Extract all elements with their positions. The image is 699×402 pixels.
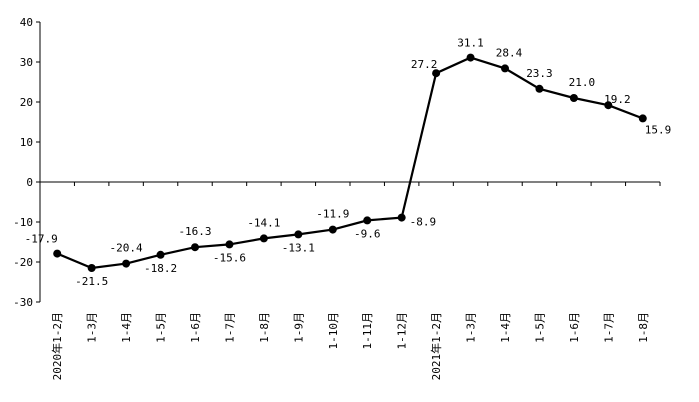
data-point	[569, 94, 578, 102]
data-label: -21.5	[75, 275, 108, 288]
x-tick-label: 1-8月	[258, 312, 271, 343]
x-tick-label: 1-3月	[86, 312, 99, 343]
data-point	[466, 53, 475, 62]
x-tick-label: 1-9月	[292, 312, 305, 343]
y-tick-label: 40	[20, 16, 33, 29]
data-label: 31.1	[457, 37, 484, 50]
x-tick-label: 1-10月	[327, 312, 340, 350]
x-tick-label: 1-7月	[223, 312, 236, 343]
y-tick-label: -30	[13, 296, 33, 309]
x-tick-label: 1-5月	[533, 312, 546, 343]
data-label: 19.2	[604, 93, 631, 106]
data-label: 15.9	[645, 123, 672, 136]
series-group	[53, 53, 647, 272]
data-point	[432, 69, 441, 78]
data-label: 28.4	[496, 46, 523, 59]
data-label: -13.1	[282, 241, 315, 254]
y-tick-label: 0	[26, 176, 33, 189]
data-point	[397, 213, 406, 222]
data-point	[604, 101, 613, 110]
data-point	[328, 225, 337, 234]
data-point	[501, 64, 509, 73]
x-tick-label: 1-12月	[396, 312, 409, 350]
data-point	[638, 114, 647, 123]
data-labels-group: -17.9 -21.5 -20.4-18.2 -16.3-15.6 -14.1-13.1…	[25, 37, 672, 288]
x-tick-label: 2020年1-2月	[50, 312, 64, 380]
data-label: -9.6	[354, 227, 381, 240]
data-point	[156, 250, 165, 259]
x-tick-label: 1-7月	[602, 312, 615, 343]
data-point	[294, 230, 303, 239]
data-label: -15.6	[213, 251, 246, 264]
x-axis: 2020年1-2月 1-3月 1-4月 1-5月 1-6月 1-7月 1-8月 1-9月 1-1…	[39, 181, 661, 380]
x-tick-label: 2021年1-2月	[429, 312, 443, 380]
data-label: -11.9	[316, 208, 349, 221]
data-label: -17.9	[25, 233, 58, 246]
y-tick-label: -20	[13, 256, 33, 269]
y-tick-label: 20	[20, 96, 33, 109]
data-point	[535, 84, 544, 93]
x-tick-label: 1-8月	[637, 312, 650, 343]
data-label: -20.4	[110, 242, 143, 255]
y-tick-label: -10	[13, 216, 33, 229]
data-label: 23.3	[526, 67, 553, 80]
data-label: 27.2	[411, 58, 438, 71]
x-tick-label: 1-3月	[465, 312, 478, 343]
x-tick-label: 1-4月	[499, 312, 512, 343]
data-point	[225, 240, 234, 249]
x-tick-label: 1-6月	[189, 312, 202, 343]
data-label: -14.1	[247, 216, 280, 229]
data-point	[259, 234, 268, 243]
y-axis: 40 30 20 10 0 -10 -20 -30	[13, 16, 41, 309]
data-point	[363, 216, 372, 225]
data-point	[191, 243, 199, 252]
data-label: -8.9	[410, 216, 437, 229]
x-tick-label: 1-5月	[155, 312, 168, 343]
data-point	[122, 259, 131, 268]
y-tick-label: 30	[20, 56, 33, 69]
x-tick-label: 1-4月	[120, 312, 133, 343]
data-label: 21.0	[569, 76, 596, 89]
x-tick-label: 1-11月	[361, 312, 374, 350]
y-tick-label: 10	[20, 136, 33, 149]
series-line	[56, 56, 644, 270]
data-label: -18.2	[144, 262, 177, 275]
data-point	[87, 264, 96, 272]
x-tick-label: 1-6月	[568, 312, 581, 343]
data-point	[53, 249, 62, 258]
data-label: -16.3	[178, 225, 211, 238]
